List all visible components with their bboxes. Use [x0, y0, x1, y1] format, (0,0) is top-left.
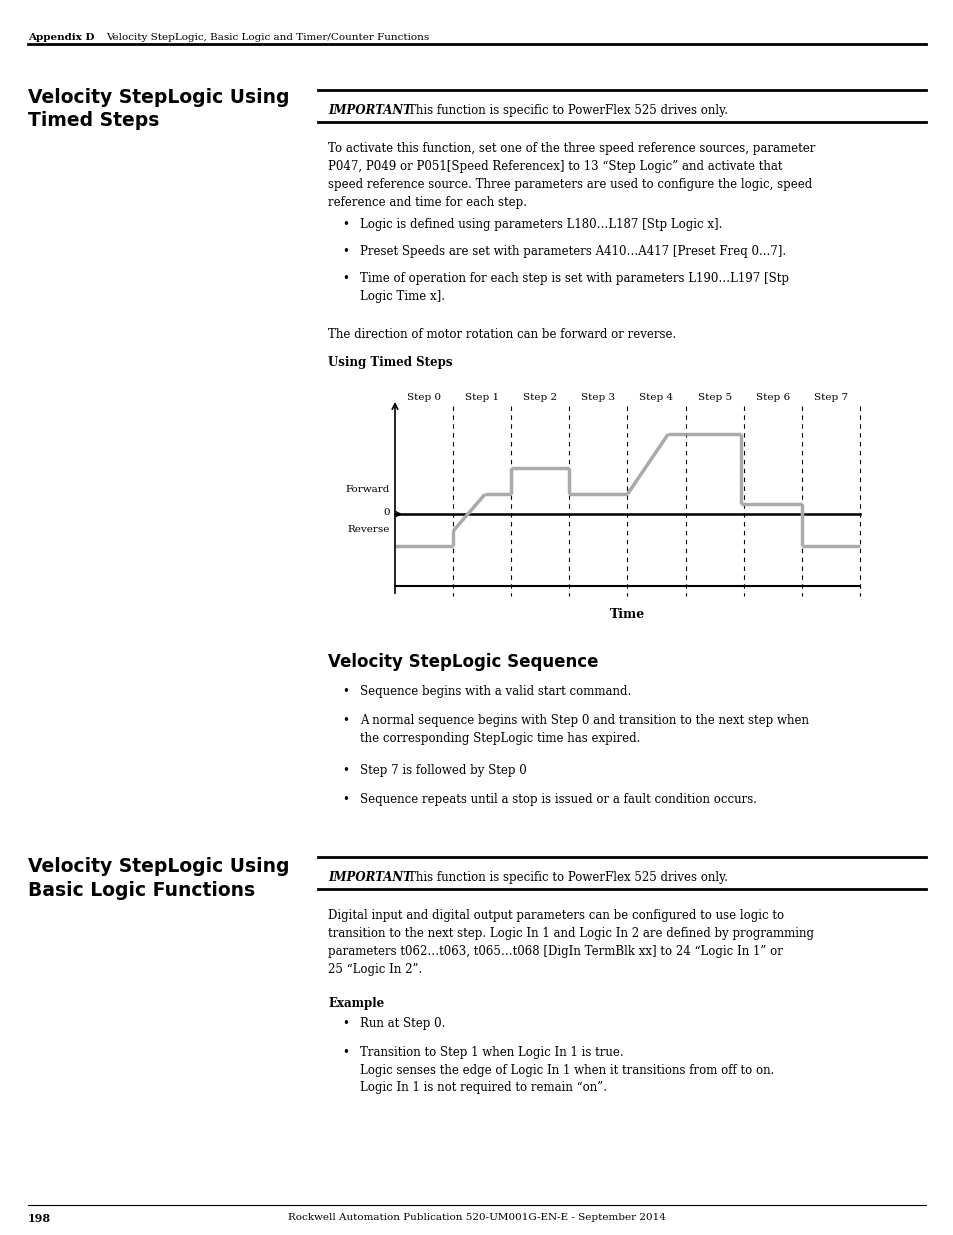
- Text: Step 7: Step 7: [813, 393, 847, 403]
- Text: •: •: [341, 714, 349, 727]
- Text: Step 4: Step 4: [639, 393, 673, 403]
- Text: Logic is defined using parameters L180…L187 [Stp Logic x].: Logic is defined using parameters L180…L…: [359, 219, 721, 231]
- Text: Velocity StepLogic Sequence: Velocity StepLogic Sequence: [328, 653, 598, 671]
- Text: Transition to Step 1 when Logic In 1 is true.
Logic senses the edge of Logic In : Transition to Step 1 when Logic In 1 is …: [359, 1046, 774, 1094]
- Text: •: •: [341, 793, 349, 806]
- Text: •: •: [341, 764, 349, 777]
- Text: Run at Step 0.: Run at Step 0.: [359, 1018, 445, 1030]
- Text: Step 3: Step 3: [580, 393, 615, 403]
- Text: •: •: [341, 272, 349, 285]
- Text: •: •: [341, 685, 349, 698]
- Text: Velocity StepLogic Using
Basic Logic Functions: Velocity StepLogic Using Basic Logic Fun…: [28, 857, 289, 900]
- Text: IMPORTANT: IMPORTANT: [328, 104, 412, 117]
- Text: Appendix D: Appendix D: [28, 33, 94, 42]
- Text: The direction of motor rotation can be forward or reverse.: The direction of motor rotation can be f…: [328, 329, 676, 341]
- Text: Time of operation for each step is set with parameters L190…L197 [Stp
Logic Time: Time of operation for each step is set w…: [359, 272, 788, 303]
- Text: Step 2: Step 2: [522, 393, 557, 403]
- Text: Velocity StepLogic Using
Timed Steps: Velocity StepLogic Using Timed Steps: [28, 88, 289, 131]
- Text: Step 6: Step 6: [755, 393, 789, 403]
- Text: Preset Speeds are set with parameters A410…A417 [Preset Freq 0...7].: Preset Speeds are set with parameters A4…: [359, 245, 785, 258]
- Text: •: •: [341, 1018, 349, 1030]
- Text: 198: 198: [28, 1213, 51, 1224]
- Text: Sequence begins with a valid start command.: Sequence begins with a valid start comma…: [359, 685, 631, 698]
- Text: Digital input and digital output parameters can be configured to use logic to
tr: Digital input and digital output paramet…: [328, 909, 813, 976]
- Text: Step 5: Step 5: [697, 393, 731, 403]
- Text: Using Timed Steps: Using Timed Steps: [328, 356, 452, 369]
- Text: This function is specific to PowerFlex 525 drives only.: This function is specific to PowerFlex 5…: [408, 871, 727, 884]
- Text: Reverse: Reverse: [347, 525, 390, 534]
- Text: 0: 0: [383, 508, 390, 516]
- Text: This function is specific to PowerFlex 525 drives only.: This function is specific to PowerFlex 5…: [408, 104, 727, 117]
- Text: •: •: [341, 1046, 349, 1060]
- Text: A normal sequence begins with Step 0 and transition to the next step when
the co: A normal sequence begins with Step 0 and…: [359, 714, 808, 745]
- Text: Time: Time: [609, 608, 644, 621]
- Text: Rockwell Automation Publication 520-UM001G-EN-E - September 2014: Rockwell Automation Publication 520-UM00…: [288, 1213, 665, 1221]
- Text: IMPORTANT: IMPORTANT: [328, 871, 412, 884]
- Text: Sequence repeats until a stop is issued or a fault condition occurs.: Sequence repeats until a stop is issued …: [359, 793, 757, 806]
- Text: •: •: [341, 219, 349, 231]
- Text: Velocity StepLogic, Basic Logic and Timer/Counter Functions: Velocity StepLogic, Basic Logic and Time…: [106, 33, 429, 42]
- Text: Step 0: Step 0: [407, 393, 440, 403]
- Text: Example: Example: [328, 997, 384, 1010]
- Text: Forward: Forward: [345, 484, 390, 494]
- Text: •: •: [341, 245, 349, 258]
- Text: Step 1: Step 1: [465, 393, 498, 403]
- Text: To activate this function, set one of the three speed reference sources, paramet: To activate this function, set one of th…: [328, 142, 815, 209]
- Text: Step 7 is followed by Step 0: Step 7 is followed by Step 0: [359, 764, 526, 777]
